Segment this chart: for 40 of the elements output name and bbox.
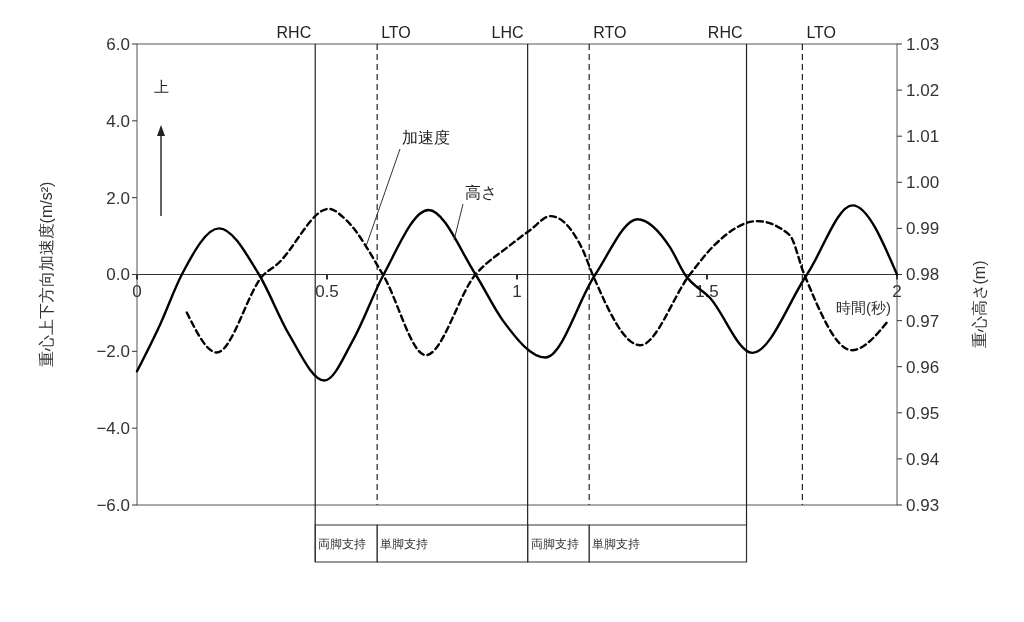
ref-line-label: RHC bbox=[276, 24, 312, 41]
y2-tick-label: 1.02 bbox=[906, 81, 940, 101]
ref-line-label: LTO bbox=[381, 24, 411, 41]
y-tick-label: −6.0 bbox=[96, 495, 130, 515]
ref-line-label: LTO bbox=[806, 24, 837, 41]
ref-line-label: RHC bbox=[707, 24, 743, 41]
y-tick-label: 6.0 bbox=[106, 34, 130, 54]
y-tick-label: −2.0 bbox=[96, 342, 130, 362]
line-series bbox=[185, 207, 891, 357]
y-tick-label: 2.0 bbox=[106, 188, 130, 208]
ref-line-label: LHC bbox=[491, 24, 524, 41]
x-tick-label: 0 bbox=[132, 281, 142, 301]
y2-tick-label: 1.03 bbox=[906, 34, 940, 54]
text: 単脚支持 bbox=[380, 536, 429, 551]
y2-tick-label: 0.93 bbox=[906, 495, 940, 515]
y2-tick-label: 0.97 bbox=[906, 311, 940, 331]
text: 単脚支持 bbox=[592, 536, 641, 551]
line-series bbox=[135, 204, 899, 382]
y2-axis-title: 重心高さ(m) bbox=[971, 260, 988, 349]
y-tick-label: −4.0 bbox=[96, 419, 130, 439]
x-tick-label: 2 bbox=[892, 281, 902, 301]
y2-tick-label: 0.95 bbox=[906, 403, 940, 423]
text: 両脚支持 bbox=[318, 536, 367, 551]
y-axis-title: 重心上下方向加速度(m/s²) bbox=[38, 181, 55, 368]
text: 両脚支持 bbox=[530, 536, 579, 551]
y2-tick-label: 1.01 bbox=[906, 127, 940, 147]
ref-line-label: RTO bbox=[593, 24, 627, 41]
x-axis-title: 時間(秒) bbox=[836, 298, 891, 316]
y2-tick-label: 0.96 bbox=[906, 357, 940, 377]
y2-tick-label: 0.98 bbox=[906, 265, 940, 285]
x-tick-label: 1 bbox=[512, 281, 522, 301]
series-label: 高さ bbox=[465, 184, 497, 201]
text: 加速度 bbox=[402, 129, 450, 146]
y-tick-label: 0.0 bbox=[106, 265, 130, 285]
y2-tick-label: 0.99 bbox=[906, 219, 940, 239]
y2-tick-label: 0.94 bbox=[906, 449, 940, 469]
y2-tick-label: 1.00 bbox=[906, 173, 940, 193]
annotation: 上 bbox=[153, 78, 169, 95]
y-tick-label: 4.0 bbox=[106, 111, 130, 131]
x-tick-label: 0.5 bbox=[315, 281, 339, 301]
